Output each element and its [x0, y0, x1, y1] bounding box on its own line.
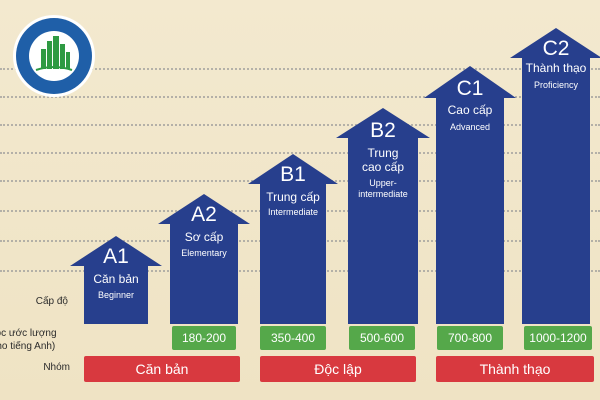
gridline: [0, 96, 600, 98]
arrow-shape: [424, 66, 516, 324]
group-bar-thanh-thao: Thành thạo: [436, 356, 594, 382]
level-name-vi: Trung cấp: [266, 190, 320, 204]
arrow-shape: [70, 236, 162, 324]
level-name-en: Intermediate: [267, 207, 319, 217]
level-code: B2: [370, 119, 396, 142]
arrow-shape: [510, 28, 600, 324]
arrow-shape: [158, 194, 250, 324]
level-arrow-c2: C2 Thành thạo Proficiency: [510, 28, 600, 324]
group-bar-can-ban: Căn bản: [84, 356, 240, 382]
group-row-label: Nhóm: [43, 362, 70, 373]
group-bar-doc-lap: Độc lập: [260, 356, 416, 382]
gridline: [0, 68, 600, 70]
level-code: A1: [103, 245, 129, 268]
score-row-label-line1: học ước lượng: [0, 328, 57, 339]
gridline: [0, 124, 600, 126]
level-name-vi: Căn bản: [93, 272, 139, 286]
level-code: C2: [542, 37, 570, 60]
level-code: B1: [280, 163, 306, 186]
score-box: 350-400: [260, 326, 326, 350]
arrow-shape: [248, 154, 338, 324]
score-row-label-line2: (cho tiếng Anh): [0, 341, 56, 352]
level-name-en: Upper- intermediate: [358, 178, 408, 199]
level-name-vi: Trung cao cấp: [361, 146, 405, 174]
level-name-vi: Thành thạo: [525, 61, 587, 75]
level-row-label: Cấp độ: [35, 296, 68, 307]
score-box: 700-800: [437, 326, 503, 350]
city-buildings-icon: [13, 15, 95, 97]
thu-vien-nha-dat-logo: [12, 14, 96, 98]
score-box: 500-600: [349, 326, 415, 350]
level-code: C1: [456, 77, 484, 100]
level-name-vi: Cao cấp: [447, 103, 493, 117]
score-box: 1000-1200: [524, 326, 592, 350]
level-name-vi: Sơ cấp: [184, 230, 224, 244]
level-arrow-a1: A1 Căn bản Beginner: [70, 236, 162, 324]
arrow-shape: [336, 108, 430, 324]
level-name-en: Proficiency: [533, 80, 578, 90]
level-arrow-c1: C1 Cao cấp Advanced: [424, 66, 516, 324]
level-arrow-b2: B2 Trung cao cấp Upper- intermediate: [336, 108, 430, 324]
level-name-en: Elementary: [181, 248, 227, 258]
level-arrow-b1: B1 Trung cấp Intermediate: [248, 154, 338, 324]
level-name-en: Advanced: [449, 122, 491, 132]
gridline: [0, 152, 600, 154]
level-code: A2: [191, 203, 217, 226]
level-arrow-a2: A2 Sơ cấp Elementary: [158, 194, 250, 324]
level-name-en: Beginner: [97, 290, 135, 300]
score-box: 180-200: [172, 326, 236, 350]
